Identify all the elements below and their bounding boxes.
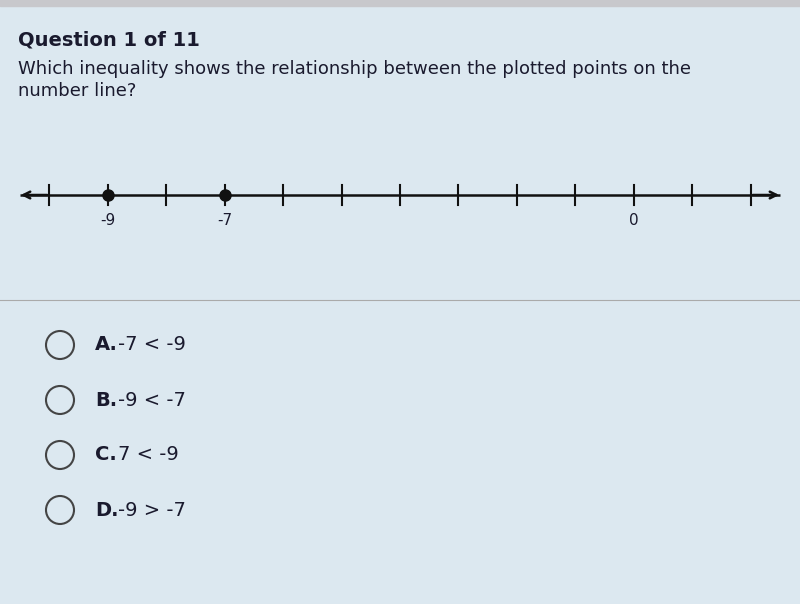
Text: -7: -7 [217, 213, 232, 228]
Text: A.: A. [95, 335, 118, 355]
Text: Which inequality shows the relationship between the plotted points on the: Which inequality shows the relationship … [18, 60, 691, 78]
Bar [0, 0, 800, 6]
Text: -9 > -7: -9 > -7 [118, 501, 186, 519]
Text: C.: C. [95, 446, 117, 464]
Text: B.: B. [95, 391, 117, 410]
Text: Question 1 of 11: Question 1 of 11 [18, 30, 200, 49]
Text: -7 < -9: -7 < -9 [118, 335, 186, 355]
Text: -9 < -7: -9 < -7 [118, 391, 186, 410]
Text: 7 < -9: 7 < -9 [118, 446, 178, 464]
Text: D.: D. [95, 501, 118, 519]
Text: 0: 0 [629, 213, 638, 228]
Text: -9: -9 [100, 213, 115, 228]
Text: number line?: number line? [18, 82, 136, 100]
